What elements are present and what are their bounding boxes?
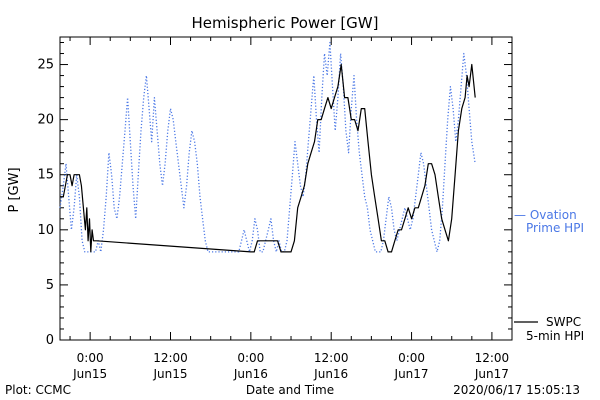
x-tick-time-label: 0:00 [398,351,425,365]
legend-swpc-line1: SWPC [546,315,581,329]
y-tick-label: 15 [37,168,54,183]
x-tick-time-label: 12:00 [153,351,188,365]
footer-plot-credit: Plot: CCMC [5,383,71,397]
x-tick-date-label: Jun15 [152,367,187,381]
legend-ovation-line2: Prime HPI [526,221,584,235]
x-tick-time-label: 0:00 [77,351,104,365]
y-tick-label: 10 [37,223,54,238]
series-line-swpc [60,63,476,253]
x-tick-date-label: Jun16 [233,367,268,381]
x-tick-time-label: 0:00 [237,351,264,365]
y-axis-label: P [GW] [7,167,22,212]
x-tick-date-label: Jun17 [394,367,429,381]
y-tick-label: 20 [37,113,54,128]
series-layer [59,41,476,253]
y-tick-label: 5 [46,278,54,293]
x-tick-time-label: 12:00 [475,351,510,365]
x-axis: 0:00 Jun15 12:00 Jun15 0:00 Jun16 12:00 Jun16 0:… [69,37,513,381]
legend-ovation-line1: — Ovation [514,208,577,222]
x-tick-time-label: 12:00 [314,351,349,365]
x-axis-label: Date and Time [246,383,334,397]
plot-frame [59,36,513,341]
legend-swpc-line2: 5-min HPI [526,329,584,343]
x-tick-date-label: Jun17 [474,367,509,381]
x-tick-date-label: Jun16 [313,367,348,381]
x-tick-date-label: Jun15 [72,367,107,381]
footer-timestamp: 2020/06/17 15:05:13 [453,383,580,397]
y-tick-label: 0 [46,333,54,348]
chart-title: Hemispheric Power [GW] [192,14,379,32]
y-tick-label: 25 [37,58,54,73]
series-line-ovation [59,41,476,253]
y-axis: 0 5 10 15 20 25 [37,42,512,348]
